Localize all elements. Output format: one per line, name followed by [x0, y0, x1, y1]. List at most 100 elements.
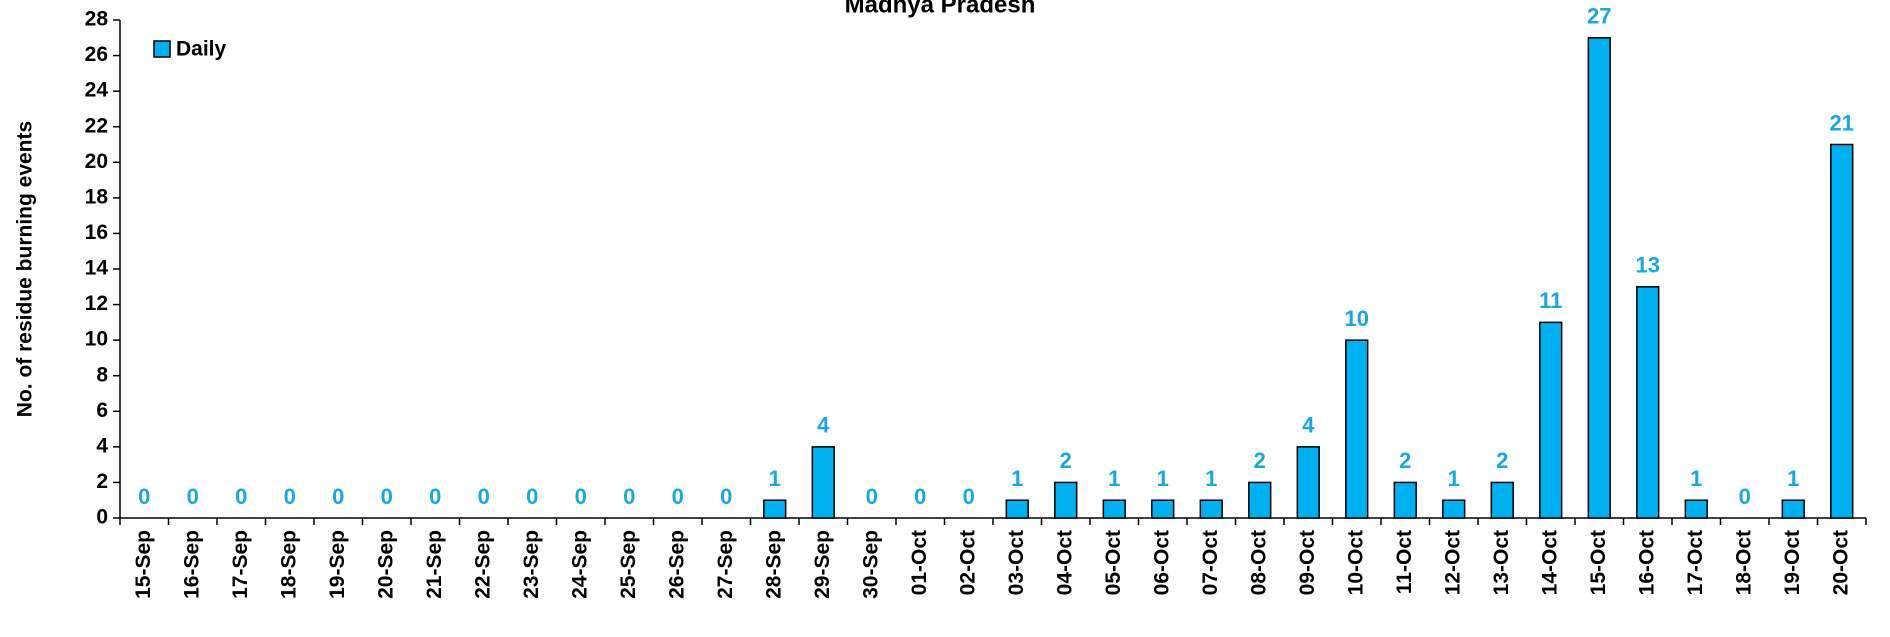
bar — [1005, 499, 1029, 519]
y-tick-label: 4 — [96, 434, 108, 457]
value-label: 1 — [1448, 466, 1460, 491]
x-tick-label: 08-Oct — [1247, 530, 1270, 595]
bar — [1490, 481, 1514, 519]
bar — [1248, 481, 1272, 519]
x-tick-label: 19-Sep — [326, 530, 349, 599]
y-tick-label: 8 — [96, 363, 108, 386]
x-tick-label: 12-Oct — [1441, 530, 1464, 595]
x-tick-label: 20-Sep — [374, 530, 397, 599]
y-tick-label: 0 — [96, 506, 108, 529]
y-tick-label: 18 — [85, 185, 109, 208]
bar — [1587, 37, 1611, 519]
x-tick-label: 05-Oct — [1102, 530, 1125, 595]
bar — [1296, 446, 1320, 519]
value-label: 0 — [478, 484, 490, 509]
y-tick-label: 22 — [85, 114, 108, 137]
x-tick-label: 22-Sep — [471, 530, 494, 599]
value-label: 11 — [1539, 288, 1562, 313]
x-tick-label: 18-Sep — [277, 530, 300, 599]
y-tick-label: 14 — [85, 257, 109, 280]
value-label: 0 — [381, 484, 393, 509]
value-label: 1 — [1690, 466, 1702, 491]
value-label: 0 — [429, 484, 441, 509]
bar — [763, 499, 787, 519]
x-tick-label: 14-Oct — [1538, 530, 1561, 595]
chart-title: Madhya Pradesh — [845, 0, 1036, 18]
value-label: 0 — [284, 484, 296, 509]
x-tick-label: 23-Sep — [520, 530, 543, 599]
x-tick-label: 29-Sep — [811, 530, 834, 599]
value-label: 2 — [1399, 448, 1411, 473]
x-tick-label: 09-Oct — [1296, 530, 1319, 595]
value-label: 0 — [963, 484, 975, 509]
value-label: 27 — [1587, 4, 1611, 29]
bar — [1684, 499, 1708, 519]
value-label: 1 — [1205, 466, 1217, 491]
x-tick-label: 15-Oct — [1587, 530, 1610, 595]
x-tick-label: 01-Oct — [908, 530, 931, 595]
bar — [811, 446, 835, 519]
x-tick-label: 03-Oct — [1005, 530, 1028, 595]
x-tick-label: 13-Oct — [1490, 530, 1513, 595]
y-tick-label: 12 — [85, 292, 108, 315]
value-label: 2 — [1254, 448, 1266, 473]
x-tick-label: 07-Oct — [1199, 530, 1222, 595]
y-tick-label: 26 — [85, 43, 108, 66]
x-tick-label: 16-Sep — [180, 530, 203, 599]
x-tick-label: 10-Oct — [1344, 530, 1367, 595]
y-tick-label: 2 — [96, 470, 108, 493]
legend-swatch — [153, 40, 171, 58]
y-tick-label: 28 — [85, 8, 109, 31]
bar — [1102, 499, 1126, 519]
x-tick-label: 21-Sep — [423, 530, 446, 599]
value-label: 0 — [866, 484, 878, 509]
x-tick-label: 04-Oct — [1053, 530, 1076, 595]
value-label: 0 — [138, 484, 150, 509]
x-tick-label: 30-Sep — [859, 530, 882, 599]
value-label: 1 — [1011, 466, 1023, 491]
value-label: 2 — [1496, 448, 1508, 473]
y-tick-label: 10 — [85, 328, 108, 351]
x-tick-label: 15-Sep — [132, 530, 155, 599]
value-label: 0 — [914, 484, 926, 509]
x-tick-label: 17-Oct — [1684, 530, 1707, 595]
bar — [1442, 499, 1466, 519]
value-label: 10 — [1345, 306, 1369, 331]
value-label: 0 — [672, 484, 684, 509]
bar — [1151, 499, 1175, 519]
value-label: 0 — [1739, 484, 1751, 509]
value-label: 0 — [332, 484, 344, 509]
x-tick-label: 28-Sep — [762, 530, 785, 599]
bar — [1781, 499, 1805, 519]
x-tick-label: 24-Sep — [568, 530, 591, 599]
legend-label: Daily — [176, 38, 227, 61]
value-label: 1 — [1157, 466, 1169, 491]
bar — [1830, 143, 1854, 519]
bar — [1345, 339, 1369, 519]
value-label: 0 — [235, 484, 247, 509]
x-tick-label: 19-Oct — [1781, 530, 1804, 595]
value-label: 2 — [1060, 448, 1072, 473]
value-label: 0 — [623, 484, 635, 509]
x-tick-label: 16-Oct — [1635, 530, 1658, 595]
x-tick-label: 17-Sep — [229, 530, 252, 599]
value-label: 4 — [817, 413, 830, 438]
x-tick-label: 26-Sep — [665, 530, 688, 599]
bar — [1393, 481, 1417, 519]
value-label: 21 — [1830, 110, 1854, 135]
y-tick-label: 16 — [85, 221, 108, 244]
x-tick-label: 25-Sep — [617, 530, 640, 599]
x-tick-label: 11-Oct — [1393, 530, 1416, 594]
value-label: 1 — [1787, 466, 1799, 491]
y-tick-label: 20 — [85, 150, 108, 173]
value-label: 1 — [1108, 466, 1120, 491]
x-tick-label: 02-Oct — [956, 530, 979, 595]
y-tick-label: 6 — [96, 399, 108, 422]
y-tick-label: 24 — [85, 79, 109, 102]
x-tick-label: 06-Oct — [1150, 530, 1173, 595]
bar — [1636, 286, 1660, 519]
value-label: 0 — [720, 484, 732, 509]
x-tick-label: 18-Oct — [1732, 530, 1755, 595]
value-label: 0 — [187, 484, 199, 509]
